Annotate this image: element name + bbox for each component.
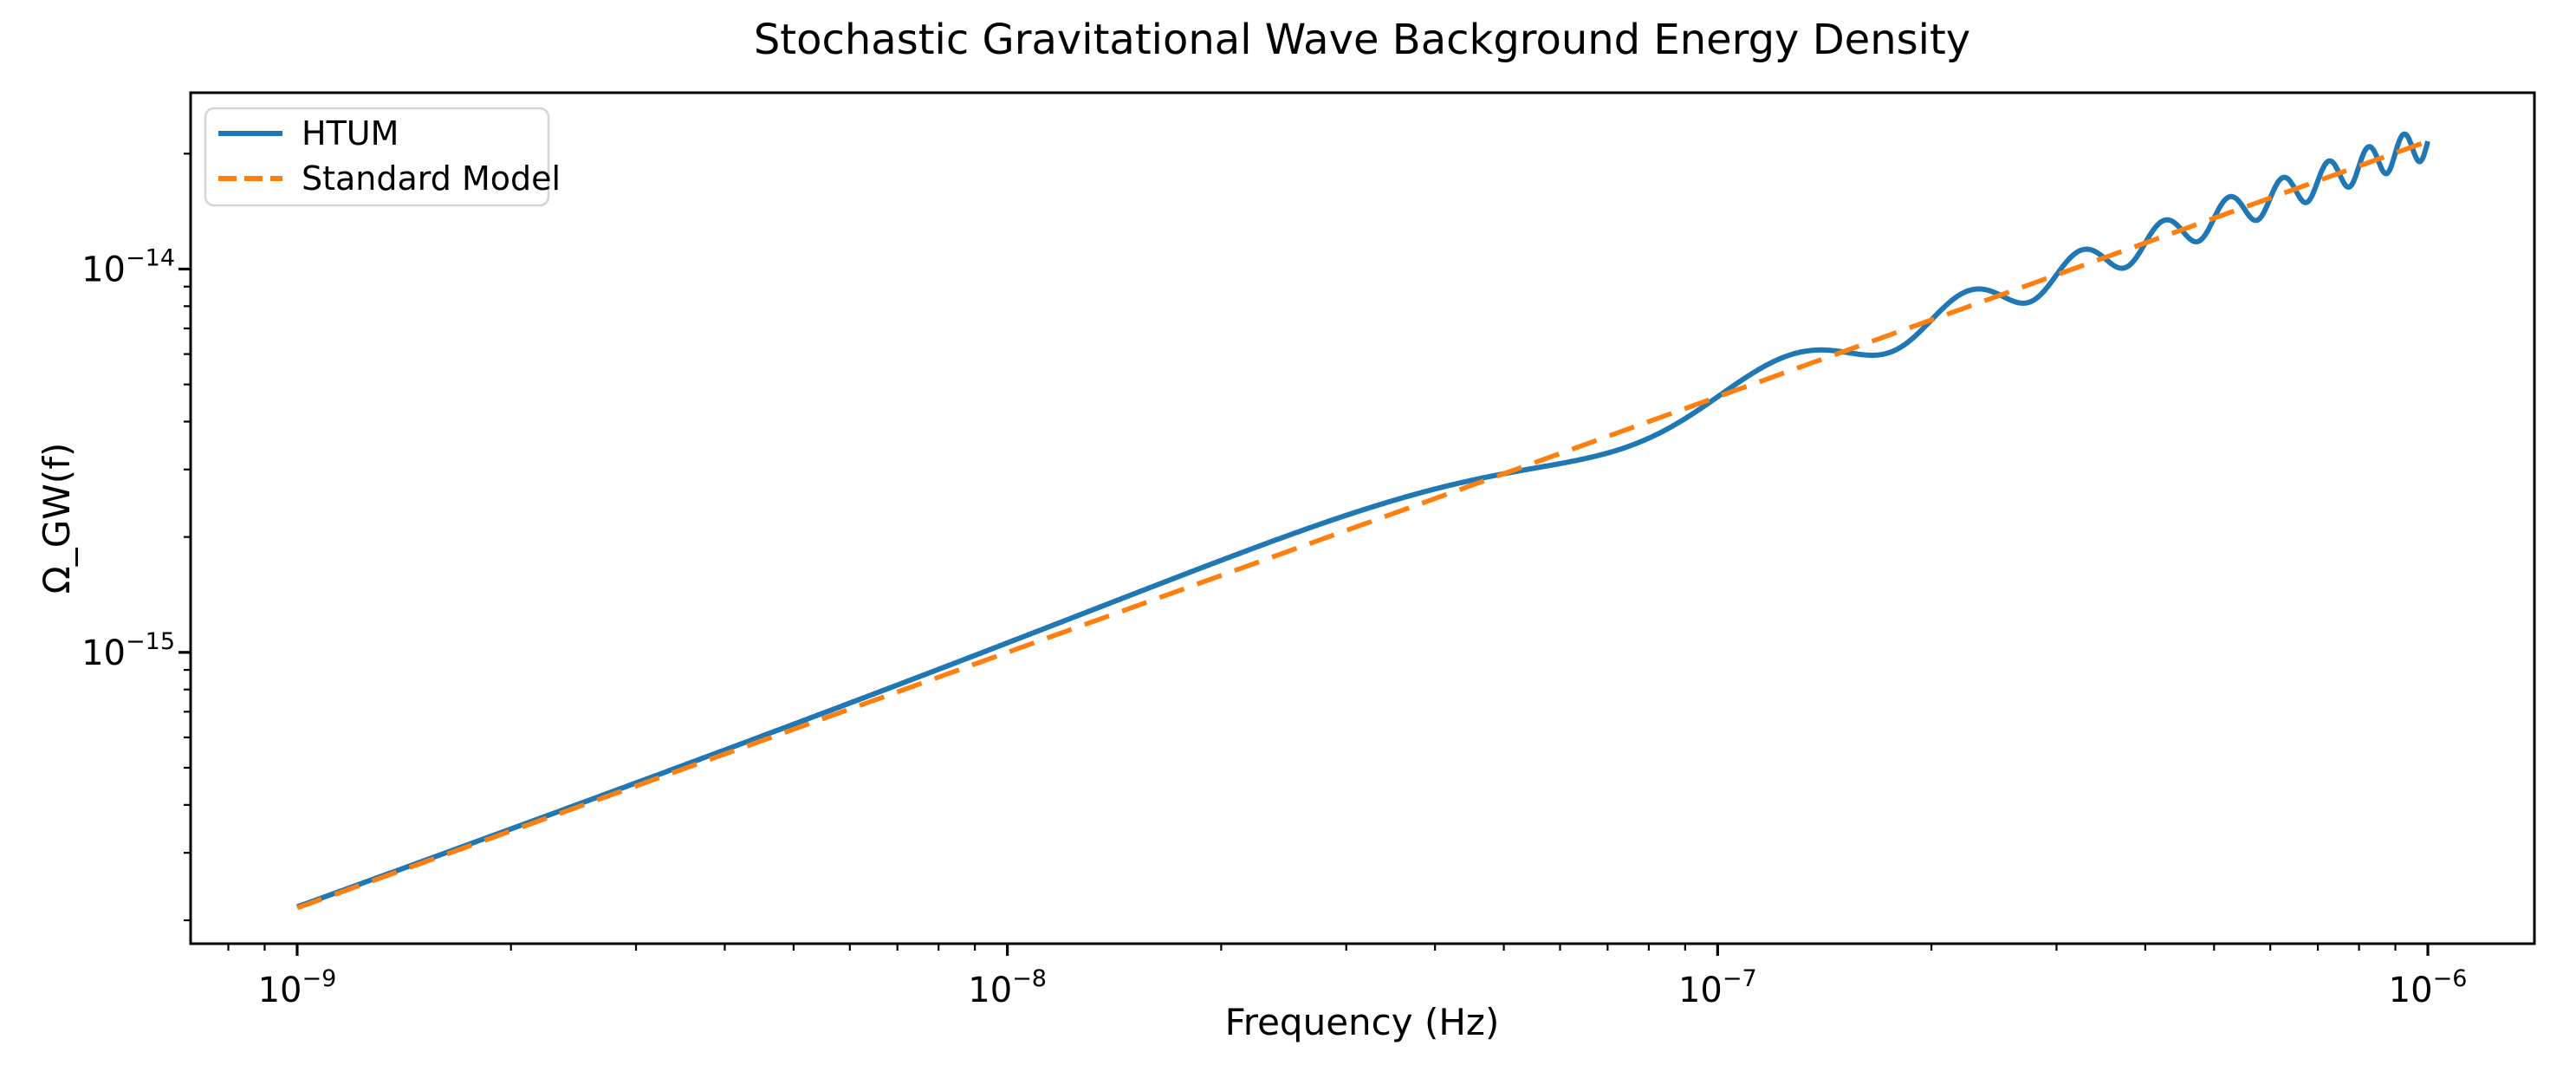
plot-spines [189,91,2536,945]
series-standard-model [295,139,2430,911]
y-tick-label: 10−15 [81,628,175,673]
y-tick-label: 10−14 [81,244,175,289]
x-tick-label: 10−6 [2389,965,2468,1010]
curves [295,131,2430,911]
legend: HTUM Standard Model [204,107,561,207]
x-axis-label: Frequency (Hz) [1225,1001,1500,1043]
series-htum [295,131,2430,910]
legend-label-htum: HTUM [302,114,399,153]
x-tick-label: 10−8 [968,965,1047,1010]
x-tick-label: 10−7 [1678,965,1757,1010]
x-tick-label: 10−9 [258,965,337,1010]
legend-box [204,107,550,207]
legend-label-standard-model: Standard Model [302,159,561,198]
axis-ticks: 10−9 10−8 10−7 10−6 10−14 10−15 [81,153,2467,1010]
chart-title: Stochastic Gravitational Wave Background… [754,16,1970,64]
y-axis-label: Ω_GW(f) [36,443,78,594]
